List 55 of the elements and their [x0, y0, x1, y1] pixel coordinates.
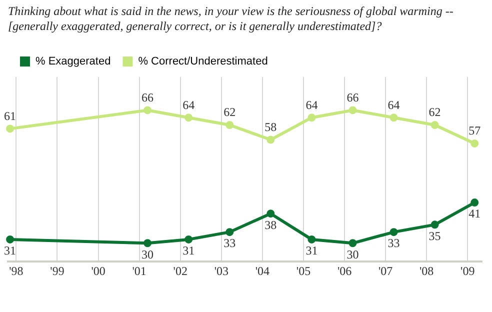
- data-label: 30: [142, 247, 154, 262]
- x-tick-label: '98: [9, 264, 24, 278]
- data-label: 33: [388, 236, 400, 250]
- point: [226, 120, 234, 129]
- x-tick-label: '06: [337, 264, 352, 278]
- legend-label: % Exaggerated: [36, 56, 111, 68]
- point: [184, 235, 193, 244]
- point: [348, 106, 357, 114]
- x-tick-label: '04: [255, 264, 270, 278]
- point: [6, 124, 14, 133]
- point: [308, 114, 316, 122]
- point: [390, 114, 398, 122]
- point: [266, 136, 275, 144]
- point: [430, 120, 439, 129]
- data-label: 64: [388, 98, 400, 112]
- x-tick-label: '03: [214, 264, 228, 278]
- point: [144, 239, 152, 248]
- data-label: 66: [346, 90, 359, 104]
- data-label: 58: [264, 120, 277, 134]
- data-label: 62: [224, 105, 236, 120]
- point: [226, 228, 234, 236]
- data-label: 57: [468, 124, 481, 138]
- x-tick-label: '02: [173, 264, 188, 278]
- x-tick-label: '08: [420, 264, 434, 278]
- point: [390, 228, 398, 236]
- point: [348, 239, 357, 248]
- x-tick-label: '00: [91, 264, 106, 278]
- chart-title: Thinking about what is said in the news, in your view is the seriousness of global warming -- [generally exaggerated, generally correct, or is it generally underestimated]?: [7, 3, 454, 35]
- point: [430, 220, 439, 229]
- x-tick-label: '01: [132, 264, 146, 278]
- data-label: 62: [428, 105, 441, 120]
- point: [470, 139, 479, 148]
- data-label: 38: [264, 218, 277, 232]
- data-label: 64: [182, 98, 195, 112]
- data-label: 31: [4, 244, 16, 258]
- legend-label: % Correct/Underestimated: [138, 56, 268, 68]
- data-label: 30: [346, 247, 359, 262]
- data-label: 35: [428, 228, 441, 243]
- point: [144, 106, 152, 114]
- x-tick-label: '07: [378, 264, 393, 278]
- data-label: 41: [468, 206, 481, 221]
- x-tick-label: '05: [296, 264, 311, 278]
- data-label: 66: [142, 90, 154, 104]
- point: [308, 235, 316, 244]
- data-label: 61: [4, 108, 16, 123]
- point: [266, 210, 275, 218]
- point: [184, 114, 193, 122]
- x-tick-label: '09: [460, 264, 475, 278]
- data-label: 31: [182, 244, 195, 258]
- data-label: 31: [306, 244, 318, 258]
- data-label: 64: [306, 98, 318, 112]
- data-label: 33: [224, 236, 236, 250]
- x-tick-label: '99: [50, 264, 64, 278]
- point: [6, 235, 14, 244]
- point: [470, 198, 479, 207]
